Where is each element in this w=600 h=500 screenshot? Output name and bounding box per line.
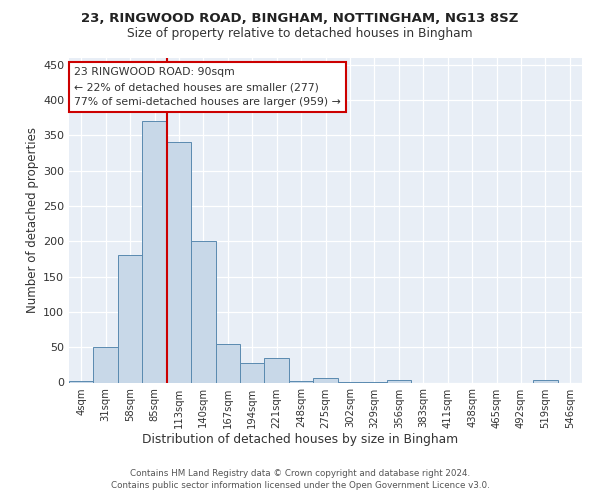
Bar: [69, 381, 94, 382]
Text: Contains public sector information licensed under the Open Government Licence v3: Contains public sector information licen…: [110, 481, 490, 490]
Bar: [533, 380, 557, 382]
Text: 23 RINGWOOD ROAD: 90sqm
← 22% of detached houses are smaller (277)
77% of semi-d: 23 RINGWOOD ROAD: 90sqm ← 22% of detache…: [74, 67, 341, 107]
Bar: [94, 347, 118, 382]
Bar: [240, 364, 265, 382]
Bar: [215, 344, 240, 382]
Text: 23, RINGWOOD ROAD, BINGHAM, NOTTINGHAM, NG13 8SZ: 23, RINGWOOD ROAD, BINGHAM, NOTTINGHAM, …: [82, 12, 518, 26]
Text: Size of property relative to detached houses in Bingham: Size of property relative to detached ho…: [127, 28, 473, 40]
Bar: [142, 121, 167, 382]
Y-axis label: Number of detached properties: Number of detached properties: [26, 127, 39, 313]
Bar: [289, 381, 313, 382]
Bar: [191, 241, 215, 382]
Text: Contains HM Land Registry data © Crown copyright and database right 2024.: Contains HM Land Registry data © Crown c…: [130, 469, 470, 478]
Text: Distribution of detached houses by size in Bingham: Distribution of detached houses by size …: [142, 432, 458, 446]
Bar: [265, 358, 289, 382]
Bar: [313, 378, 338, 382]
Bar: [118, 256, 142, 382]
Bar: [386, 380, 411, 382]
Bar: [167, 142, 191, 382]
